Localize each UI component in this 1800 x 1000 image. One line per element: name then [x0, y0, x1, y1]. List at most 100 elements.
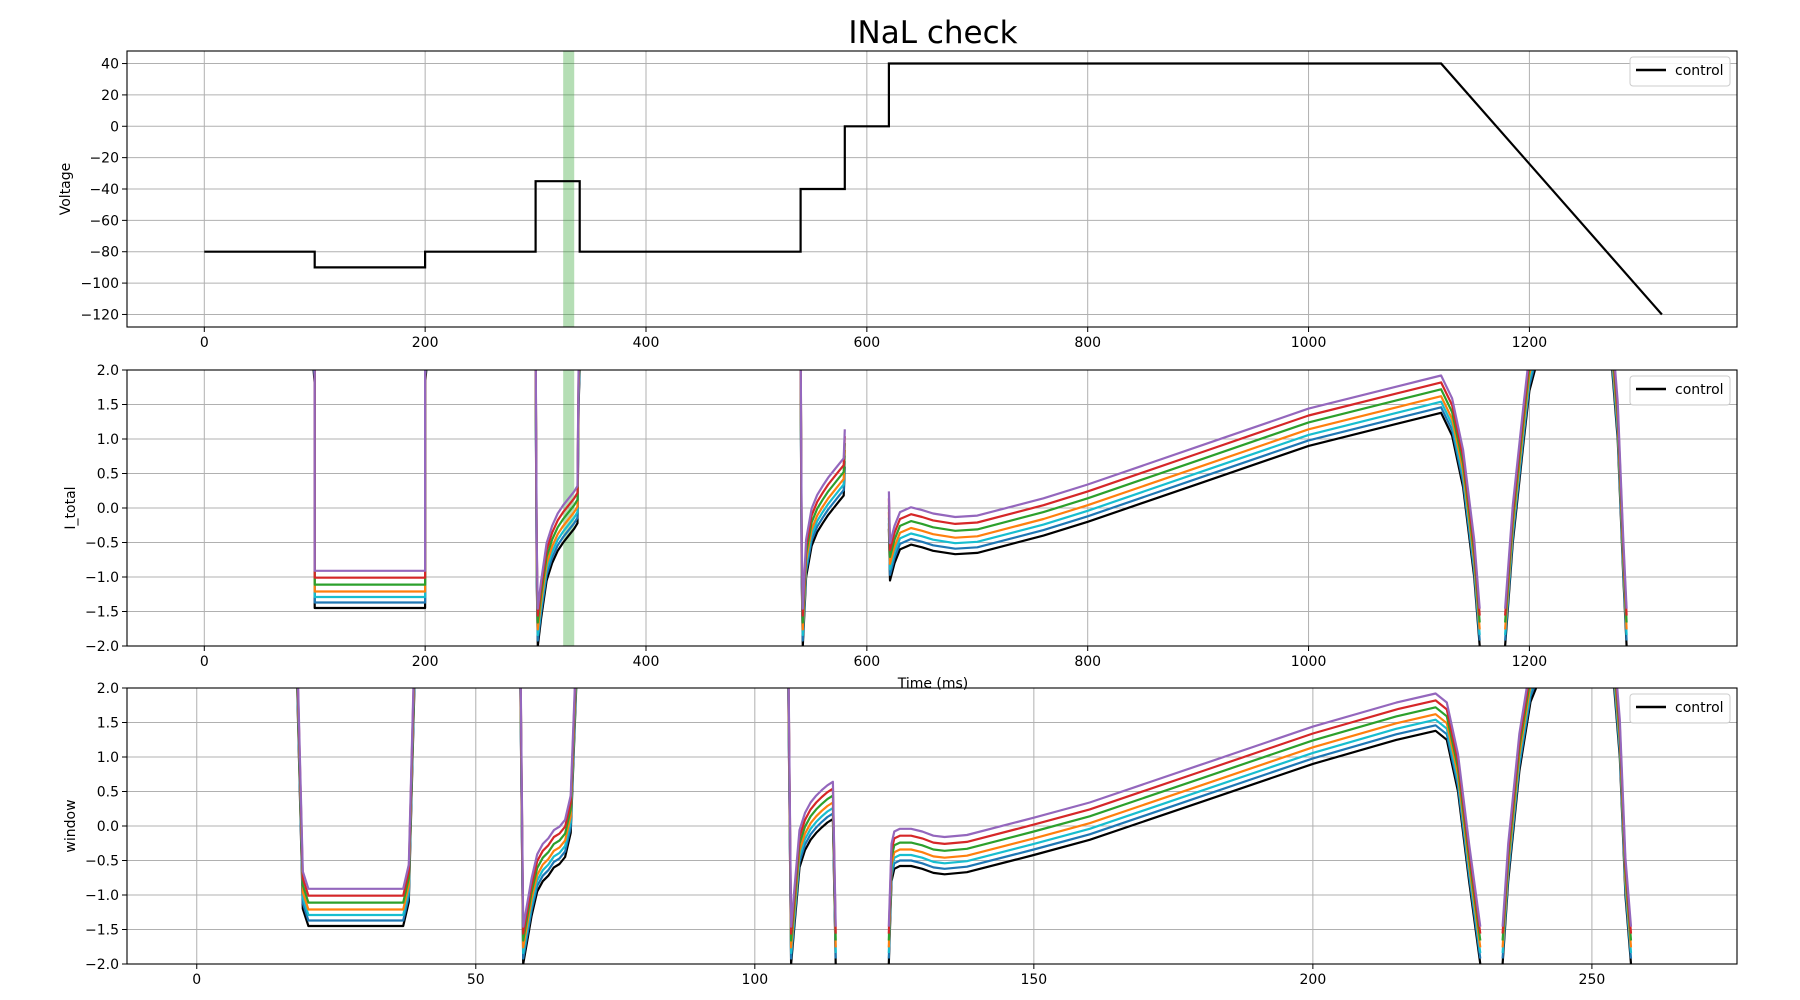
- window-sweep-5-segment-5: [1616, 688, 1633, 927]
- window-sweep-0-segment-0: [296, 688, 416, 922]
- itotal-ytick-label-2: −1.0: [85, 570, 119, 586]
- itotal-xtick-label-6: 1200: [1512, 654, 1548, 670]
- itotal-xtick-label-4: 800: [1074, 654, 1101, 670]
- itotal-sweep-4-segment-1: [534, 370, 580, 617]
- voltage-xtick-label-1: 200: [412, 335, 439, 351]
- itotal-ytick-label-0: −2.0: [85, 639, 119, 655]
- itotal-xtick-label-1: 200: [412, 654, 439, 670]
- window-sweep-1-segment-3: [887, 718, 1482, 954]
- itotal-sweep-5-segment-3: [887, 374, 1481, 609]
- voltage-ytick-label-2: −80: [89, 245, 119, 261]
- window-xtick-label-3: 150: [1020, 972, 1047, 988]
- itotal-sweep-3-segment-1: [534, 370, 581, 624]
- window-ylabel: window: [63, 799, 79, 852]
- itotal-ticks: 0 200 400 600 800 1000 1200 −2.0 −1.5 −1.0 −0.5 0.0…: [85, 363, 1547, 670]
- itotal-sweep-3-segment-0: [313, 370, 427, 586]
- window-sweep-3-segment-1: [519, 688, 577, 942]
- window-control-segment-3: [887, 729, 1482, 964]
- window-sweep-1-segment-4: [1501, 688, 1533, 954]
- itotal-ytick-label-3: −0.5: [85, 536, 119, 552]
- itotal-sweep-0-segment-3: [887, 406, 1481, 641]
- voltage-legend-box: [1629, 56, 1731, 87]
- window-xtick-label-5: 250: [1579, 972, 1606, 988]
- itotal-ytick-label-4: 0.0: [97, 501, 119, 517]
- itotal-shaded-span: [563, 370, 575, 646]
- itotal-sweep-1-segment-0: [313, 370, 427, 599]
- itotal-panel: 0 200 400 600 800 1000 1200 −2.0 −1.5 −1.0 −0.5 0.0…: [63, 363, 1738, 692]
- itotal-ytick-label-8: 2.0: [97, 363, 119, 379]
- window-sweep-5-segment-0: [297, 688, 415, 890]
- window-sweep-4-segment-2: [787, 688, 837, 935]
- window-sweep-1-segment-0: [296, 688, 416, 917]
- window-panel: 0 50 100 150 200 250 −2.0 −1.5 −1.0 −0.5 0.0 0.5 1.0…: [63, 681, 1738, 988]
- window-sweep-4-segment-3: [887, 699, 1482, 934]
- voltage-xtick-label-6: 1200: [1512, 335, 1548, 351]
- window-sweep-5-segment-3: [887, 692, 1482, 927]
- window-xtick-label-2: 100: [741, 972, 768, 988]
- window-ytick-label-5: 0.5: [97, 785, 119, 801]
- itotal-xlabel: Time (ms): [897, 676, 969, 692]
- itotal-control-segment-0: [312, 370, 428, 610]
- window-ytick-label-4: 0.0: [97, 819, 119, 835]
- voltage-xtick-label-4: 800: [1074, 335, 1101, 351]
- window-sweep-0-segment-3: [887, 724, 1482, 959]
- window-gridlines: [127, 687, 1737, 965]
- itotal-sweep-3-segment-3: [887, 388, 1481, 623]
- itotal-sweep-1-segment-3: [887, 400, 1481, 636]
- window-legend-label: control: [1675, 700, 1724, 716]
- itotal-ytick-label-1: −1.5: [85, 605, 119, 621]
- itotal-sweep-5-segment-0: [313, 370, 427, 572]
- itotal-xtick-label-2: 400: [633, 654, 660, 670]
- itotal-legend-label: control: [1675, 382, 1724, 398]
- itotal-sweep-0-segment-1: [534, 370, 581, 642]
- window-lines: [296, 688, 1633, 964]
- window-ytick-label-2: −1.0: [85, 888, 119, 904]
- itotal-sweep-1-segment-1: [534, 370, 581, 637]
- voltage-shaded-span: [563, 51, 575, 327]
- window-sweep-3-segment-0: [296, 688, 415, 904]
- window-control-segment-0: [296, 688, 416, 928]
- window-ticks: 0 50 100 150 200 250 −2.0 −1.5 −1.0 −0.5 0.0 0.5 1.0…: [85, 681, 1605, 988]
- window-ytick-label-8: 2.0: [97, 681, 119, 697]
- itotal-ytick-label-6: 1.0: [97, 432, 119, 448]
- voltage-ytick-label-0: −120: [81, 307, 119, 323]
- voltage-xtick-label-0: 0: [200, 335, 209, 351]
- figure-title: INaL check: [848, 15, 1017, 51]
- window-legend-box: [1629, 693, 1731, 724]
- window-sweep-0-segment-4: [1501, 688, 1536, 959]
- window-ytick-label-3: −0.5: [85, 854, 119, 870]
- itotal-sweep-4-segment-0: [313, 370, 427, 579]
- window-sweep-3-segment-3: [887, 706, 1482, 941]
- voltage-xtick-label-5: 1000: [1291, 335, 1327, 351]
- voltage-ticks: 0 200 400 600 800 1000 1200−120−100−80−60−40−2…: [81, 57, 1548, 351]
- itotal-ylabel: I_total: [63, 486, 79, 529]
- window-xtick-label-0: 0: [192, 972, 201, 988]
- voltage-legend: control: [1629, 56, 1731, 87]
- window-xtick-label-1: 50: [467, 972, 485, 988]
- itotal-sweep-2-segment-3: [887, 395, 1481, 630]
- window-ytick-label-7: 1.5: [97, 716, 119, 732]
- itotal-control-segment-1: [534, 370, 581, 646]
- voltage-lines: [204, 62, 1663, 316]
- itotal-sweep-4-segment-3: [887, 381, 1481, 616]
- voltage-ytick-label-1: −100: [81, 276, 119, 292]
- voltage-legend-label: control: [1675, 63, 1724, 79]
- itotal-xtick-label-3: 600: [853, 654, 880, 670]
- window-xtick-label-4: 200: [1300, 972, 1327, 988]
- window-ytick-label-0: −2.0: [85, 957, 119, 973]
- voltage-panel: 0 200 400 600 800 1000 1200−120−100−80−60−40−2…: [58, 50, 1738, 351]
- itotal-control-segment-3: [887, 411, 1481, 646]
- itotal-sweep-2-segment-1: [534, 370, 581, 631]
- window-sweep-2-segment-3: [887, 713, 1482, 948]
- window-sweep-5-segment-2: [787, 688, 837, 928]
- window-ytick-label-6: 1.0: [97, 750, 119, 766]
- window-ytick-label-1: −1.5: [85, 923, 119, 939]
- voltage-xtick-label-2: 400: [633, 335, 660, 351]
- itotal-sweep-5-segment-4: [1504, 370, 1529, 609]
- window-sweep-4-segment-1: [519, 688, 577, 935]
- voltage-ytick-label-5: −20: [89, 151, 119, 167]
- itotal-gridlines: [127, 369, 1737, 647]
- itotal-legend: control: [1629, 375, 1731, 406]
- itotal-sweep-5-segment-1: [534, 370, 580, 610]
